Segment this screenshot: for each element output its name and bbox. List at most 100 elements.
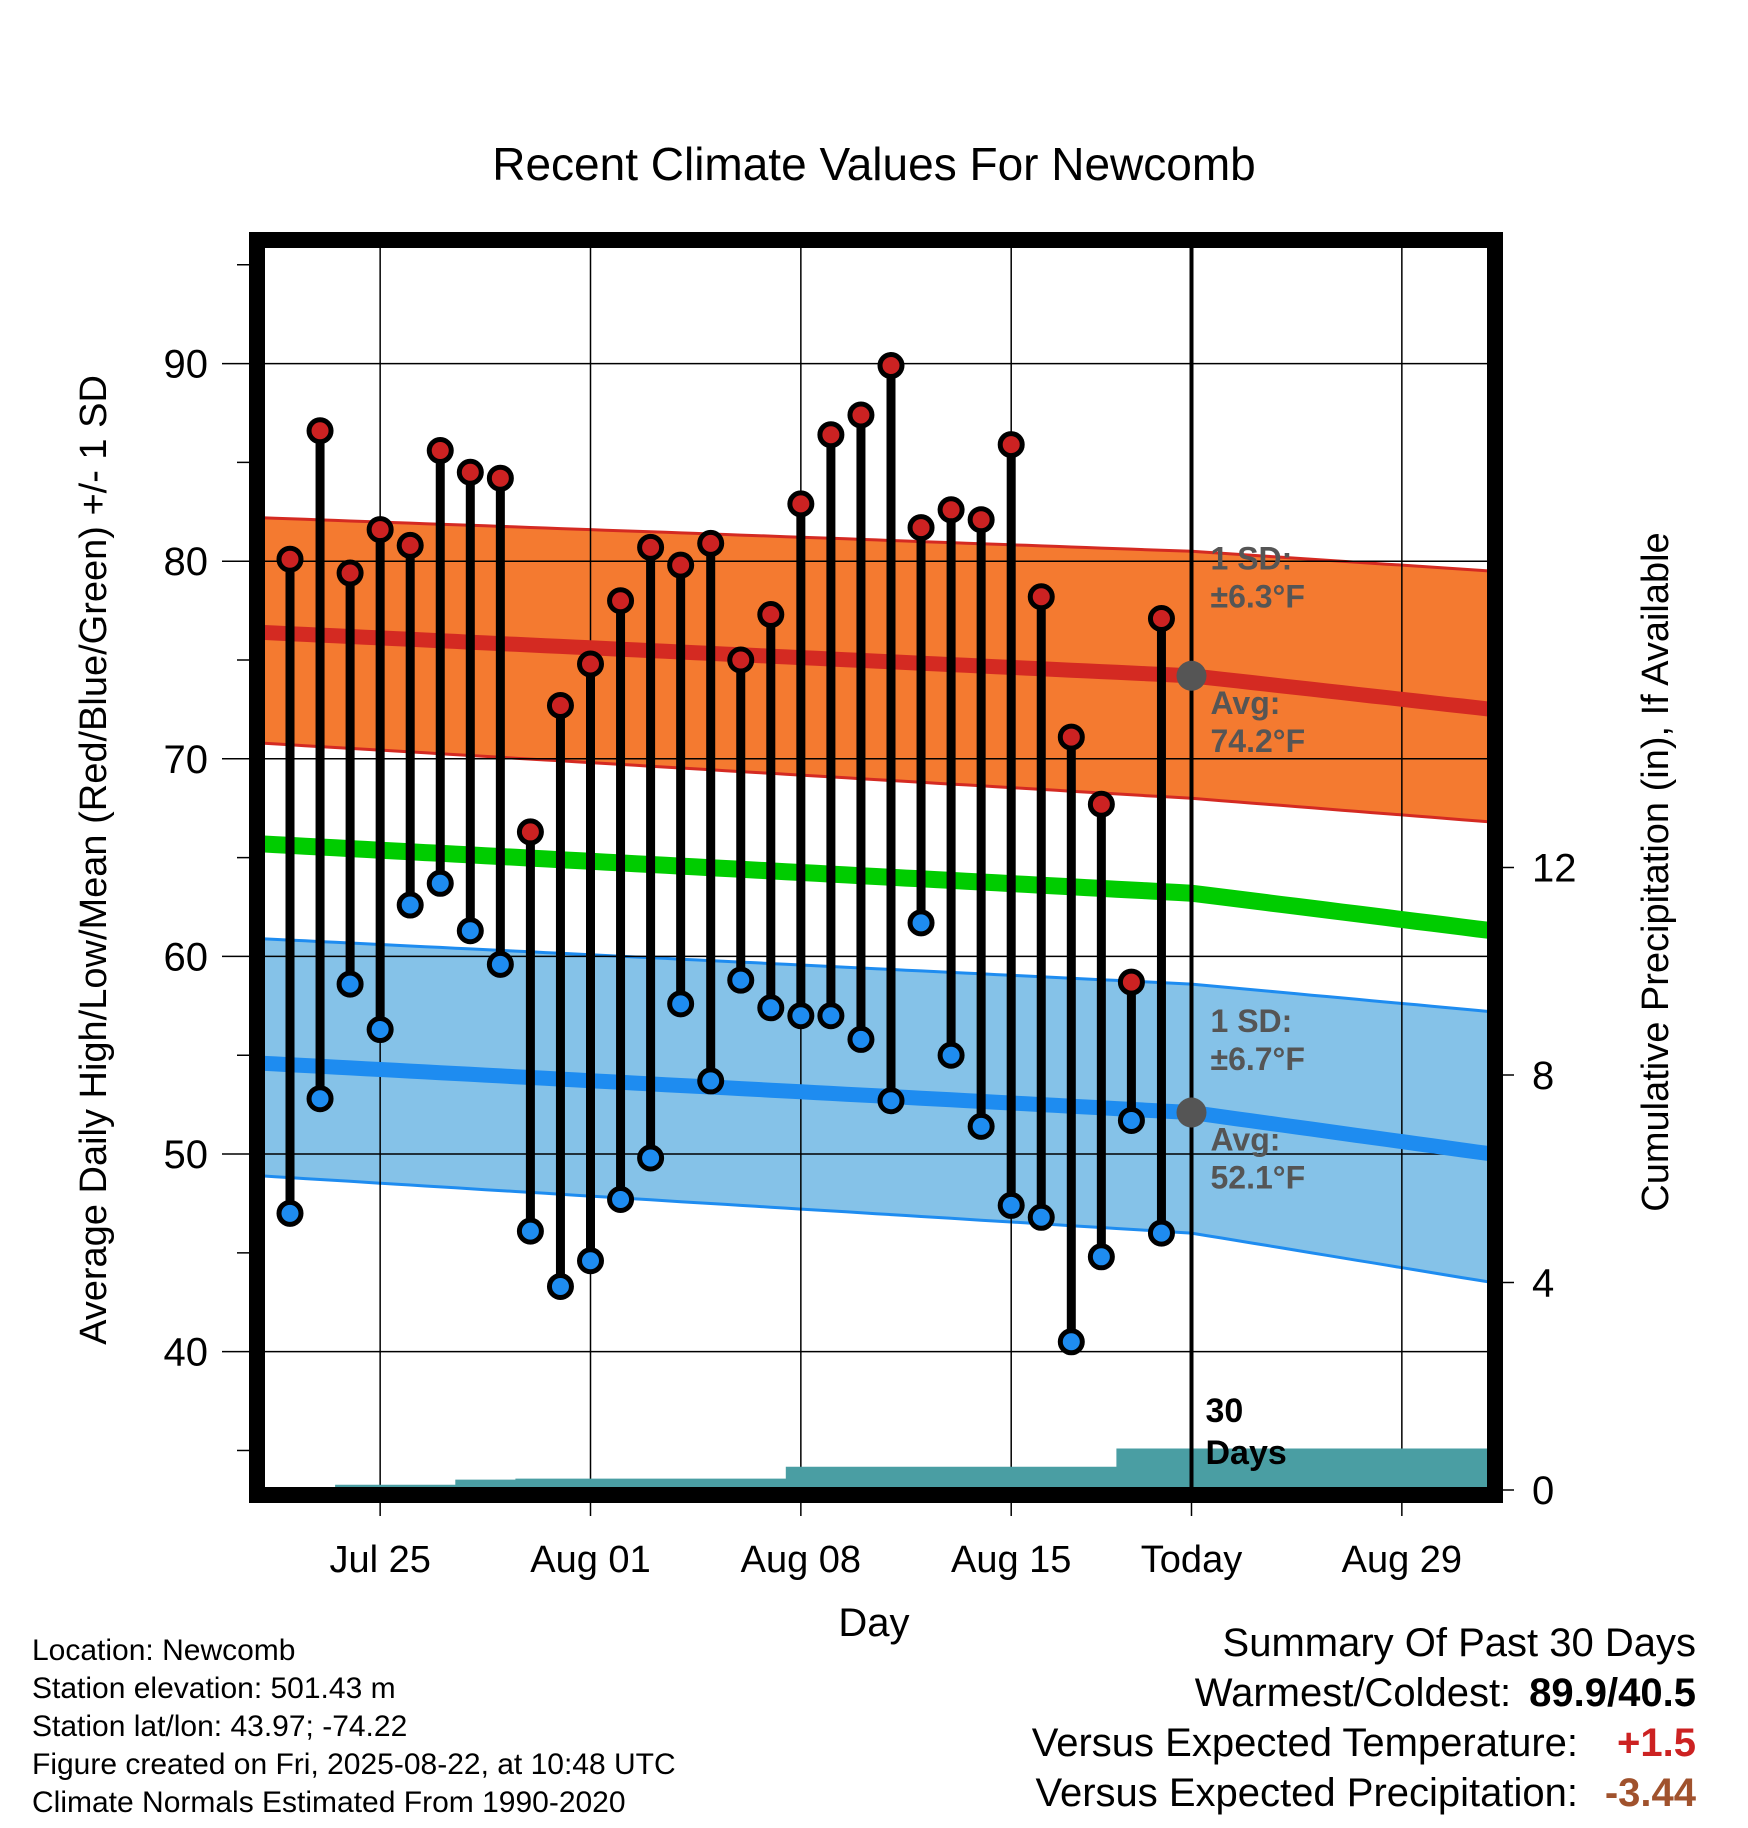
daily-high-marker	[787, 490, 815, 518]
daily-low-marker	[577, 1247, 604, 1275]
daily-low-marker	[907, 909, 935, 937]
daily-high-marker	[817, 421, 845, 449]
daily-high-marker	[967, 506, 995, 534]
daily-high-marker	[276, 545, 304, 573]
low-avg-value: 52.1°F	[1211, 1160, 1306, 1196]
precipitation-area	[262, 1448, 1490, 1490]
y-right-tick-label: 12	[1532, 847, 1577, 891]
daily-high-marker	[847, 401, 875, 429]
high-sd-lower-edge	[262, 741, 1490, 824]
y-left-tick-label: 70	[164, 738, 209, 782]
daily-high-marker	[546, 691, 574, 719]
daily-high-marker	[937, 496, 965, 524]
daily-high-marker	[757, 601, 785, 629]
x-tick-label: Jul 25	[329, 1539, 430, 1581]
daily-high-marker	[516, 818, 544, 846]
daily-low-marker	[1087, 1243, 1115, 1271]
daily-low-marker	[847, 1025, 875, 1053]
daily-low-marker	[607, 1186, 635, 1213]
daily-low-marker	[997, 1191, 1025, 1219]
temp-value: +1.5	[1617, 1721, 1696, 1765]
today-low-average-dot	[1176, 1097, 1207, 1128]
normals-text: Climate Normals Estimated From 1990-2020	[32, 1786, 626, 1819]
low-sd-lower-edge	[262, 1174, 1490, 1284]
daily-low-marker	[757, 994, 785, 1022]
high-avg-value: 74.2°F	[1211, 723, 1306, 759]
days-count-unit: Days	[1206, 1434, 1287, 1472]
daily-high-marker	[1027, 583, 1055, 611]
daily-high-marker	[1057, 723, 1085, 751]
high-sd-label: 1 SD:	[1211, 540, 1293, 576]
low-sd-upper-edge	[262, 937, 1490, 1014]
daily-high-marker	[426, 437, 454, 465]
high-average-line	[262, 624, 1490, 717]
low-average-line	[262, 1055, 1490, 1162]
daily-low-marker	[486, 950, 514, 978]
daily-high-marker	[667, 551, 695, 579]
today-high-average-dot	[1176, 660, 1207, 691]
daily-low-marker	[306, 1085, 334, 1113]
daily-low-marker	[1147, 1219, 1175, 1247]
daily-low-marker	[637, 1144, 665, 1172]
daily-low-marker	[697, 1067, 725, 1095]
summary-warmest-row: Warmest/Coldest: 89.9/40.5	[1032, 1668, 1696, 1718]
daily-low-marker	[426, 869, 454, 897]
low-sd-value: ±6.7°F	[1211, 1041, 1305, 1077]
y-axis-label-right: Cumulative Precipitation (in), If Availa…	[1635, 532, 1677, 1211]
y-left-tick-label: 50	[164, 1133, 209, 1177]
summary-panel: Summary Of Past 30 Days Warmest/Coldest:…	[1032, 1618, 1696, 1818]
low-sd-label: 1 SD:	[1211, 1003, 1293, 1039]
x-tick-label: Aug 15	[951, 1539, 1071, 1581]
daily-high-marker	[997, 431, 1025, 459]
created-text: Figure created on Fri, 2025-08-22, at 10…	[32, 1748, 676, 1781]
daily-high-marker	[336, 559, 364, 587]
daily-low-marker	[727, 966, 755, 994]
daily-low-marker	[366, 1016, 394, 1044]
daily-high-marker	[1087, 790, 1115, 818]
y-left-tick-label: 80	[164, 540, 209, 584]
daily-low-marker	[1117, 1106, 1145, 1134]
daily-low-marker	[336, 970, 364, 998]
daily-low-marker	[787, 1002, 815, 1030]
daily-high-marker	[1147, 605, 1175, 632]
temp-label: Versus Expected Temperature:	[1031, 1721, 1578, 1765]
daily-high-marker	[577, 650, 604, 678]
daily-low-marker	[456, 917, 484, 945]
location-text: Location: Newcomb	[32, 1634, 296, 1667]
low-sd-band	[262, 938, 1490, 1283]
x-tick-label: Aug 01	[530, 1539, 650, 1581]
high-sd-value: ±6.3°F	[1211, 578, 1305, 614]
summary-title: Summary Of Past 30 Days	[1222, 1621, 1696, 1665]
daily-high-marker	[727, 646, 755, 674]
precip-label: Versus Expected Precipitation:	[1035, 1771, 1578, 1815]
high-avg-label: Avg:	[1211, 685, 1281, 721]
daily-high-marker	[306, 417, 334, 445]
y-right-tick-label: 8	[1532, 1054, 1554, 1098]
daily-high-marker	[486, 464, 514, 492]
elevation-text: Station elevation: 501.43 m	[32, 1672, 396, 1705]
mean-average-line	[262, 835, 1490, 940]
summary-temp-row: Versus Expected Temperature: +1.5	[1032, 1718, 1696, 1768]
plot-area	[262, 245, 1490, 1490]
daily-low-marker	[516, 1217, 544, 1245]
daily-low-marker	[817, 1002, 845, 1030]
daily-low-marker	[546, 1272, 574, 1300]
high-sd-upper-edge	[262, 516, 1490, 573]
daily-low-marker	[1057, 1328, 1085, 1356]
daily-low-marker	[667, 990, 695, 1018]
plot-frame	[249, 232, 1503, 1503]
station-metadata: Location: Newcomb Station elevation: 501…	[32, 1632, 676, 1822]
low-avg-label: Avg:	[1211, 1122, 1281, 1158]
y-left-tick-label: 90	[164, 343, 209, 387]
daily-high-marker	[607, 587, 635, 615]
daily-low-marker	[276, 1199, 304, 1227]
x-tick-label: Aug 29	[1342, 1539, 1462, 1581]
daily-high-marker	[877, 352, 905, 380]
daily-high-marker	[366, 516, 394, 544]
y-axis-label-left: Average Daily High/Low/Mean (Red/Blue/Gr…	[73, 375, 115, 1345]
y-right-tick-label: 4	[1532, 1262, 1554, 1306]
warmest-value: 89.9/40.5	[1529, 1671, 1696, 1715]
x-axis-label: Day	[838, 1601, 909, 1645]
daily-high-marker	[907, 514, 935, 542]
